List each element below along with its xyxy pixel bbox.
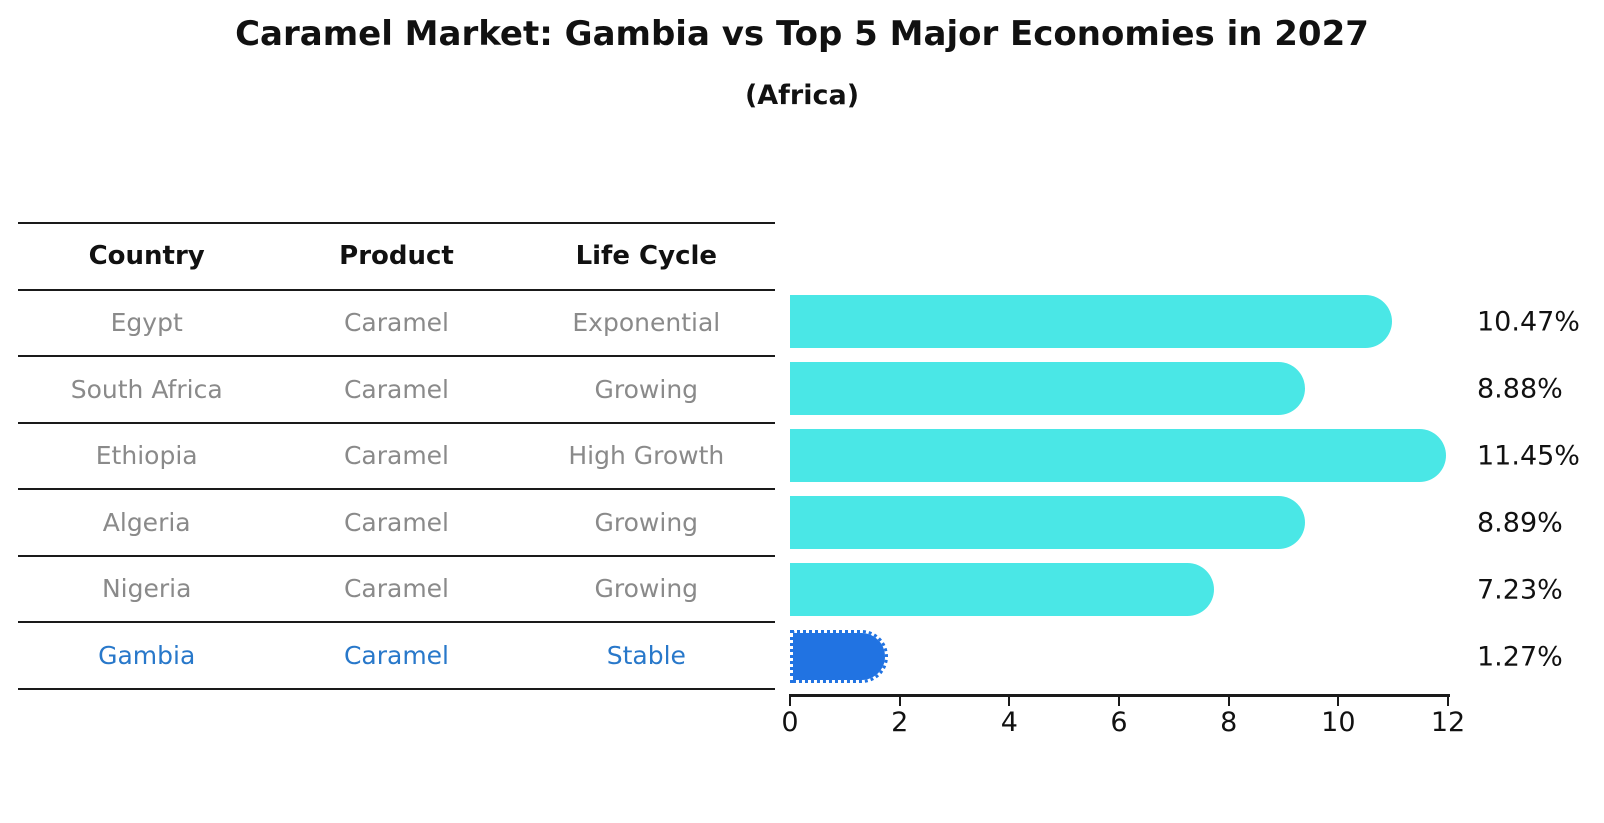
table-body: Egypt Caramel Exponential South Africa Caram…: [18, 291, 775, 690]
x-tick-mark: [1008, 696, 1011, 706]
table-cell-life-cycle: Stable: [606, 640, 686, 670]
table-header-life-cycle: Life Cycle: [575, 241, 718, 272]
table-header-product: Product: [339, 241, 454, 272]
bar-row: [790, 288, 1490, 355]
table-cell-product: Caramel: [343, 374, 450, 404]
bar-ethiopia: [790, 429, 1446, 482]
x-tick-label: 12: [1430, 707, 1466, 738]
country-table: Country Product Life Cycle Egypt Caramel E…: [18, 222, 775, 690]
table-row-egypt: Egypt Caramel Exponential: [18, 291, 775, 357]
bar-plot-area: [790, 288, 1490, 690]
table-cell-life-cycle: High Growth: [568, 441, 725, 471]
table-cell-country: Algeria: [102, 507, 191, 537]
bar-gambia: [790, 630, 888, 683]
chart-title: Caramel Market: Gambia vs Top 5 Major Ec…: [235, 14, 1369, 54]
x-tick-mark: [1337, 696, 1340, 706]
bar-row: [790, 556, 1490, 623]
table-row-algeria: Algeria Caramel Growing: [18, 490, 775, 557]
table-cell-product: Caramel: [343, 574, 450, 604]
bar-south-africa: [790, 362, 1305, 415]
bar-value-label-nigeria: 7.23%: [1477, 574, 1563, 605]
x-tick-mark: [789, 696, 791, 706]
x-axis-line: [789, 694, 1450, 697]
table-cell-life-cycle: Growing: [594, 507, 699, 537]
table-cell-product: Caramel: [343, 308, 450, 338]
bar-row: [790, 623, 1490, 690]
x-tick-mark: [1118, 696, 1120, 706]
x-tick-label: 10: [1321, 707, 1356, 738]
table-cell-life-cycle: Growing: [594, 574, 699, 604]
x-tick-label: 6: [1110, 707, 1128, 738]
table-cell-country: Nigeria: [101, 574, 192, 604]
table-header-country: Country: [88, 241, 205, 272]
table-cell-country: Gambia: [98, 640, 196, 670]
chart-subtitle: (Africa): [744, 80, 860, 111]
bar-egypt: [790, 295, 1393, 348]
table-cell-country: Egypt: [110, 308, 183, 338]
bar-row: [790, 489, 1490, 556]
x-tick-mark: [898, 696, 901, 706]
table-cell-country: South Africa: [70, 374, 223, 404]
bar-nigeria: [790, 563, 1215, 616]
bar-value-label-egypt: 10.47%: [1477, 306, 1580, 337]
table-cell-product: Caramel: [343, 507, 450, 537]
x-tick-label: 4: [1000, 707, 1018, 738]
x-tick-label: 0: [781, 707, 799, 738]
bar-value-label-south-africa: 8.88%: [1477, 373, 1563, 404]
table-row-nigeria: Nigeria Caramel Growing: [18, 557, 775, 623]
table-row-gambia: Gambia Caramel Stable: [18, 623, 775, 690]
bar-value-label-gambia: 1.27%: [1477, 641, 1563, 672]
x-tick-label: 8: [1220, 707, 1238, 738]
bar-row: [790, 422, 1490, 489]
table-header-row: Country Product Life Cycle: [18, 224, 775, 291]
table-cell-product: Caramel: [343, 441, 450, 471]
bar-value-label-algeria: 8.89%: [1477, 507, 1563, 538]
table-cell-life-cycle: Growing: [594, 374, 699, 404]
x-tick-mark: [1447, 696, 1449, 706]
table-row-south-africa: South Africa Caramel Growing: [18, 357, 775, 424]
table-cell-product: Caramel: [343, 640, 450, 670]
table-cell-country: Ethiopia: [95, 441, 198, 471]
x-tick-mark: [1227, 696, 1230, 706]
bar-row: [790, 355, 1490, 422]
bar-algeria: [790, 496, 1306, 549]
bar-value-label-ethiopia: 11.45%: [1477, 440, 1580, 471]
x-tick-label: 2: [891, 707, 909, 738]
table-cell-life-cycle: Exponential: [572, 308, 721, 338]
table-row-ethiopia: Ethiopia Caramel High Growth: [18, 424, 775, 490]
